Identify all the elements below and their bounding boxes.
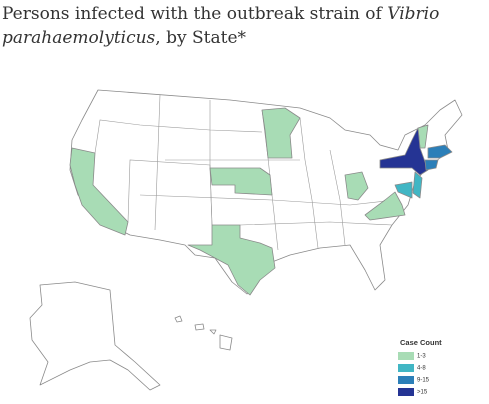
title-italic: Vibrio parahaemolyticus <box>2 4 440 48</box>
state-border <box>94 119 263 154</box>
legend-swatch <box>398 376 414 384</box>
state <box>344 171 369 201</box>
state <box>394 181 413 199</box>
state-border <box>329 149 346 246</box>
legend-swatch <box>398 352 414 360</box>
legend-label: >15 <box>417 390 428 396</box>
state <box>427 144 453 159</box>
state-border <box>239 221 393 226</box>
map-title: Persons infected with the outbreak strai… <box>2 2 452 50</box>
legend: Case Count 1-3 4-8 9-15 >15 <box>398 338 442 396</box>
state <box>209 167 273 196</box>
island <box>219 334 233 351</box>
state <box>69 147 129 236</box>
us-map <box>69 89 463 296</box>
legend-swatch <box>398 364 414 372</box>
state-border <box>154 94 161 231</box>
legend-label: 9-15 <box>417 378 430 384</box>
state <box>187 224 276 296</box>
state <box>424 159 439 171</box>
state <box>412 171 423 199</box>
state-border <box>139 194 396 206</box>
hawaii <box>174 315 233 351</box>
legend-label: 1-3 <box>417 354 426 360</box>
legend-label: 4-8 <box>417 366 426 372</box>
island <box>209 329 217 335</box>
state-border <box>299 117 319 249</box>
title-text: Persons infected with the outbreak strai… <box>2 4 388 24</box>
title-text: , by State* <box>155 28 246 48</box>
state <box>379 127 429 176</box>
state <box>261 107 301 159</box>
island <box>194 323 205 331</box>
state <box>364 191 406 221</box>
island <box>174 315 183 323</box>
legend-title: Case Count <box>400 338 442 347</box>
legend-swatch <box>398 388 414 396</box>
alaska <box>29 281 161 391</box>
